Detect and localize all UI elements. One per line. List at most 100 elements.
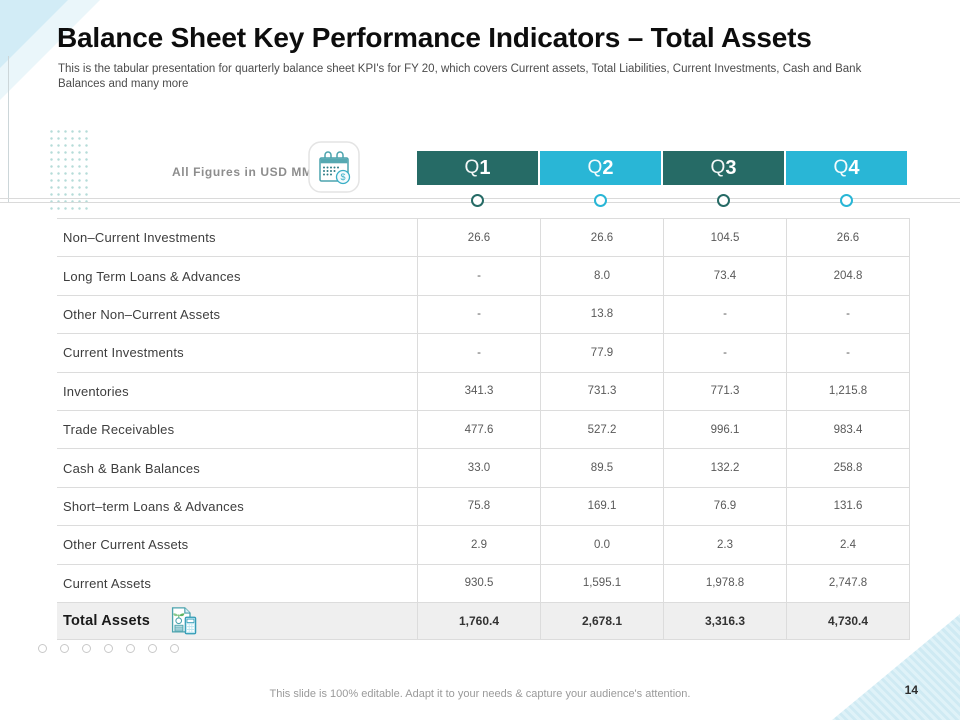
- row-value: 26.6: [417, 219, 540, 257]
- quarter-number: 1: [479, 156, 491, 179]
- quarter-letter: Q: [587, 157, 603, 178]
- row-value: 2.4: [786, 526, 909, 564]
- row-value: 4,730.4: [786, 602, 909, 640]
- timeline-marker-q3: [717, 194, 730, 207]
- row-label-text: Long Term Loans & Advances: [63, 268, 241, 284]
- decorative-circle: [38, 644, 47, 653]
- row-label-text: Cash & Bank Balances: [63, 460, 200, 476]
- row-value: 33.0: [417, 449, 540, 487]
- row-label-text: Total Assets: [63, 613, 151, 630]
- pagination-dots-decoration: [38, 644, 179, 653]
- table-row-total: Total Assets 1,760.4 2,678.1 3,316.3 4,730.…: [57, 601, 910, 641]
- quarter-number: 4: [848, 156, 860, 179]
- table-row: Cash & Bank Balances 33.0 89.5 132.2 258.8: [57, 448, 910, 487]
- left-accent-line: [8, 56, 9, 202]
- row-label: Cash & Bank Balances: [57, 449, 417, 486]
- table-row: Inventories 341.3 731.3 771.3 1,215.8: [57, 371, 910, 410]
- row-value: 477.6: [417, 410, 540, 449]
- slide-subtitle: This is the tabular presentation for qua…: [58, 63, 862, 91]
- row-value: -: [663, 334, 786, 372]
- row-label-text: Short–term Loans & Advances: [63, 498, 245, 514]
- row-label: Non–Current Investments: [57, 219, 417, 256]
- quarter-number: 2: [602, 156, 614, 179]
- row-value: -: [786, 334, 909, 372]
- row-label: Other Current Assets: [57, 526, 417, 563]
- row-value: 771.3: [663, 372, 786, 410]
- table-row: Current Assets 930.5 1,595.1 1,978.8 2,747.8: [57, 563, 910, 602]
- row-value: 731.3: [540, 372, 663, 410]
- row-value: 169.1: [540, 487, 663, 526]
- row-value: 131.6: [786, 487, 909, 526]
- row-value: 983.4: [786, 410, 909, 449]
- row-value: 341.3: [417, 372, 540, 410]
- row-value: 73.4: [663, 257, 786, 295]
- row-value: 77.9: [540, 334, 663, 372]
- row-label: Other Non–Current Assets: [57, 296, 417, 333]
- row-label: Short–term Loans & Advances: [57, 488, 417, 525]
- quarter-number: 3: [725, 156, 737, 179]
- dot-pattern-decoration: [48, 128, 92, 214]
- calendar-dollar-icon: $: [308, 141, 360, 193]
- row-value: 104.5: [663, 219, 786, 257]
- kpi-table: Non–Current Investments 26.6 26.6 104.5 26.6…: [57, 218, 910, 641]
- row-label: Current Assets: [57, 565, 417, 602]
- row-label-text: Non–Current Investments: [63, 230, 216, 246]
- page-number: 14: [904, 683, 918, 697]
- decorative-circle: [126, 644, 135, 653]
- timeline-marker-q1: [471, 194, 484, 207]
- row-value: 527.2: [540, 410, 663, 449]
- quarter-letter: Q: [833, 157, 849, 178]
- decorative-circle: [148, 644, 157, 653]
- row-value: 930.5: [417, 564, 540, 602]
- row-value: 996.1: [663, 410, 786, 449]
- table-row: Non–Current Investments 26.6 26.6 104.5 26.6: [57, 218, 910, 257]
- row-value: 75.8: [417, 487, 540, 526]
- table-row: Trade Receivables 477.6 527.2 996.1 983.4: [57, 409, 910, 449]
- row-value: 258.8: [786, 449, 909, 487]
- row-value: 89.5: [540, 449, 663, 487]
- row-value: 3,316.3: [663, 602, 786, 640]
- corner-decoration-top-left: [0, 0, 68, 68]
- row-label: Current Investments: [57, 334, 417, 371]
- row-value: 2.3: [663, 526, 786, 564]
- row-label: Total Assets: [57, 603, 417, 639]
- row-label-text: Current Assets: [63, 575, 152, 591]
- timeline-marker-slot: [663, 194, 784, 207]
- row-value: 26.6: [786, 219, 909, 257]
- row-value: -: [417, 257, 540, 295]
- row-value: 132.2: [663, 449, 786, 487]
- slide-title: Balance Sheet Key Performance Indicators…: [57, 22, 812, 53]
- row-value: 1,215.8: [786, 372, 909, 410]
- row-label-text: Other Current Assets: [63, 537, 189, 553]
- row-label-text: Trade Receivables: [63, 422, 175, 438]
- table-row: Long Term Loans & Advances -8.0 73.4 204.8: [57, 256, 910, 295]
- decorative-circle: [82, 644, 91, 653]
- row-value: 1,978.8: [663, 564, 786, 602]
- table-row: Short–term Loans & Advances 75.8 169.1 76.9…: [57, 486, 910, 526]
- row-value: 13.8: [540, 295, 663, 334]
- row-label-text: Other Non–Current Assets: [63, 306, 221, 322]
- quarter-letter: Q: [710, 157, 726, 178]
- row-value: 0.0: [540, 526, 663, 564]
- kpi-table-body: Non–Current Investments 26.6 26.6 104.5 26.6…: [57, 218, 910, 641]
- table-row: Other Current Assets 2.9 0.0 2.3 2.4: [57, 525, 910, 564]
- row-value: 2,747.8: [786, 564, 909, 602]
- row-value: 1,595.1: [540, 564, 663, 602]
- table-row: Other Non–Current Assets -13.8- -: [57, 294, 910, 334]
- row-value: -: [786, 295, 909, 334]
- timeline-marker-slot: [417, 194, 538, 207]
- row-value: 2,678.1: [540, 602, 663, 640]
- timeline-marker-slot: [540, 194, 661, 207]
- row-value: -: [417, 295, 540, 334]
- row-value: 2.9: [417, 526, 540, 564]
- timeline-markers: [417, 194, 907, 207]
- row-value: -: [417, 334, 540, 372]
- footer-note: This slide is 100% editable. Adapt it to…: [269, 688, 691, 700]
- total-assets-document-calculator-icon: [166, 606, 198, 637]
- row-label: Long Term Loans & Advances: [57, 257, 417, 294]
